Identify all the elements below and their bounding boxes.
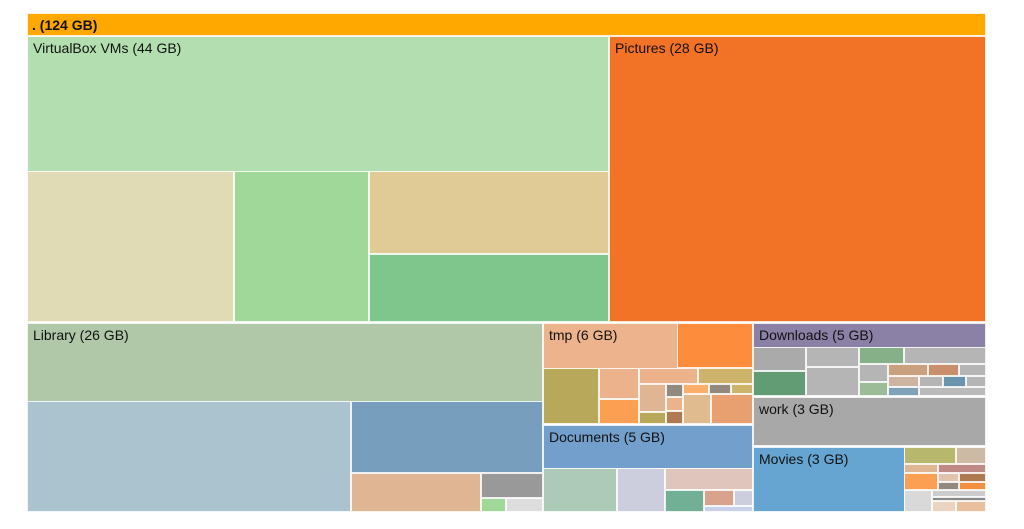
treemap-leaf[interactable] (919, 387, 986, 396)
node-label: Pictures (28 GB) (615, 40, 719, 56)
treemap-leaf[interactable] (481, 498, 506, 512)
treemap-leaf[interactable] (731, 384, 753, 394)
treemap-leaf[interactable] (683, 384, 709, 394)
treemap-leaf[interactable] (704, 490, 734, 506)
treemap-leaf[interactable] (734, 490, 753, 506)
treemap-leaf[interactable] (369, 171, 609, 254)
treemap-leaf[interactable] (959, 473, 986, 482)
treemap-leaf[interactable] (351, 473, 481, 512)
treemap-node-root[interactable]: . (124 GB) (27, 13, 986, 36)
treemap-leaf[interactable] (904, 464, 938, 473)
treemap-leaf[interactable] (959, 482, 986, 490)
treemap-leaf[interactable] (919, 376, 943, 387)
treemap-leaf[interactable] (904, 447, 956, 464)
treemap-leaf[interactable] (666, 411, 683, 424)
treemap-leaf[interactable] (753, 347, 806, 371)
treemap-leaf[interactable] (666, 384, 683, 397)
treemap-leaf[interactable] (704, 506, 753, 512)
treemap-leaf[interactable] (859, 382, 888, 396)
treemap-leaf[interactable] (665, 468, 753, 490)
node-label: Downloads (5 GB) (759, 327, 874, 343)
treemap-leaf[interactable] (753, 371, 806, 396)
treemap-leaf[interactable] (888, 376, 919, 387)
node-label: tmp (6 GB) (549, 327, 618, 343)
treemap-leaf[interactable] (904, 347, 986, 364)
treemap-leaf[interactable] (617, 468, 665, 512)
treemap-leaf[interactable] (932, 501, 956, 512)
treemap-leaf[interactable] (369, 254, 609, 322)
treemap-leaf[interactable] (938, 482, 959, 490)
treemap-leaf[interactable] (698, 368, 753, 384)
treemap-leaf[interactable] (806, 367, 859, 396)
treemap-leaf[interactable] (888, 387, 919, 396)
node-label: Movies (3 GB) (759, 451, 849, 467)
treemap-leaf[interactable] (966, 376, 986, 387)
treemap-leaf[interactable] (683, 394, 711, 424)
treemap-leaf[interactable] (639, 384, 666, 412)
treemap-leaf[interactable] (904, 473, 938, 490)
treemap-leaf[interactable] (711, 394, 753, 424)
treemap-node-work[interactable]: work (3 GB) (753, 397, 986, 446)
node-label: Library (26 GB) (33, 327, 129, 343)
node-label: work (3 GB) (759, 401, 834, 417)
treemap-leaf[interactable] (666, 397, 683, 411)
treemap-leaf[interactable] (956, 447, 986, 464)
treemap-leaf[interactable] (859, 364, 888, 382)
treemap-leaf[interactable] (599, 368, 639, 399)
treemap-leaf[interactable] (959, 364, 986, 376)
treemap-leaf[interactable] (938, 473, 959, 482)
treemap-leaf[interactable] (639, 412, 666, 424)
treemap-node-pictures[interactable]: Pictures (28 GB) (609, 36, 986, 322)
treemap-leaf[interactable] (27, 171, 234, 322)
treemap-leaf[interactable] (665, 490, 704, 512)
treemap-leaf[interactable] (956, 501, 986, 512)
treemap-leaf[interactable] (888, 364, 928, 376)
treemap-leaf[interactable] (677, 323, 753, 368)
node-label: . (124 GB) (32, 17, 98, 33)
treemap-leaf[interactable] (351, 401, 543, 473)
treemap-leaf[interactable] (234, 171, 369, 322)
treemap-leaf[interactable] (932, 497, 986, 501)
node-label: Documents (5 GB) (549, 429, 665, 445)
treemap-leaf[interactable] (543, 468, 617, 512)
treemap-leaf[interactable] (806, 347, 859, 367)
treemap-leaf[interactable] (639, 368, 698, 384)
treemap-leaf[interactable] (938, 464, 986, 473)
treemap-leaf[interactable] (481, 473, 543, 498)
treemap-leaf[interactable] (543, 368, 599, 424)
node-label: VirtualBox VMs (44 GB) (33, 40, 182, 56)
treemap-leaf[interactable] (709, 384, 731, 394)
treemap-leaf[interactable] (943, 376, 966, 387)
treemap-leaf[interactable] (859, 347, 904, 364)
treemap-leaf[interactable] (506, 498, 543, 512)
treemap-leaf[interactable] (932, 490, 986, 497)
treemap-leaf[interactable] (928, 364, 959, 376)
treemap-leaf[interactable] (904, 490, 932, 512)
treemap-leaf[interactable] (599, 399, 639, 424)
treemap-leaf[interactable] (27, 401, 351, 512)
